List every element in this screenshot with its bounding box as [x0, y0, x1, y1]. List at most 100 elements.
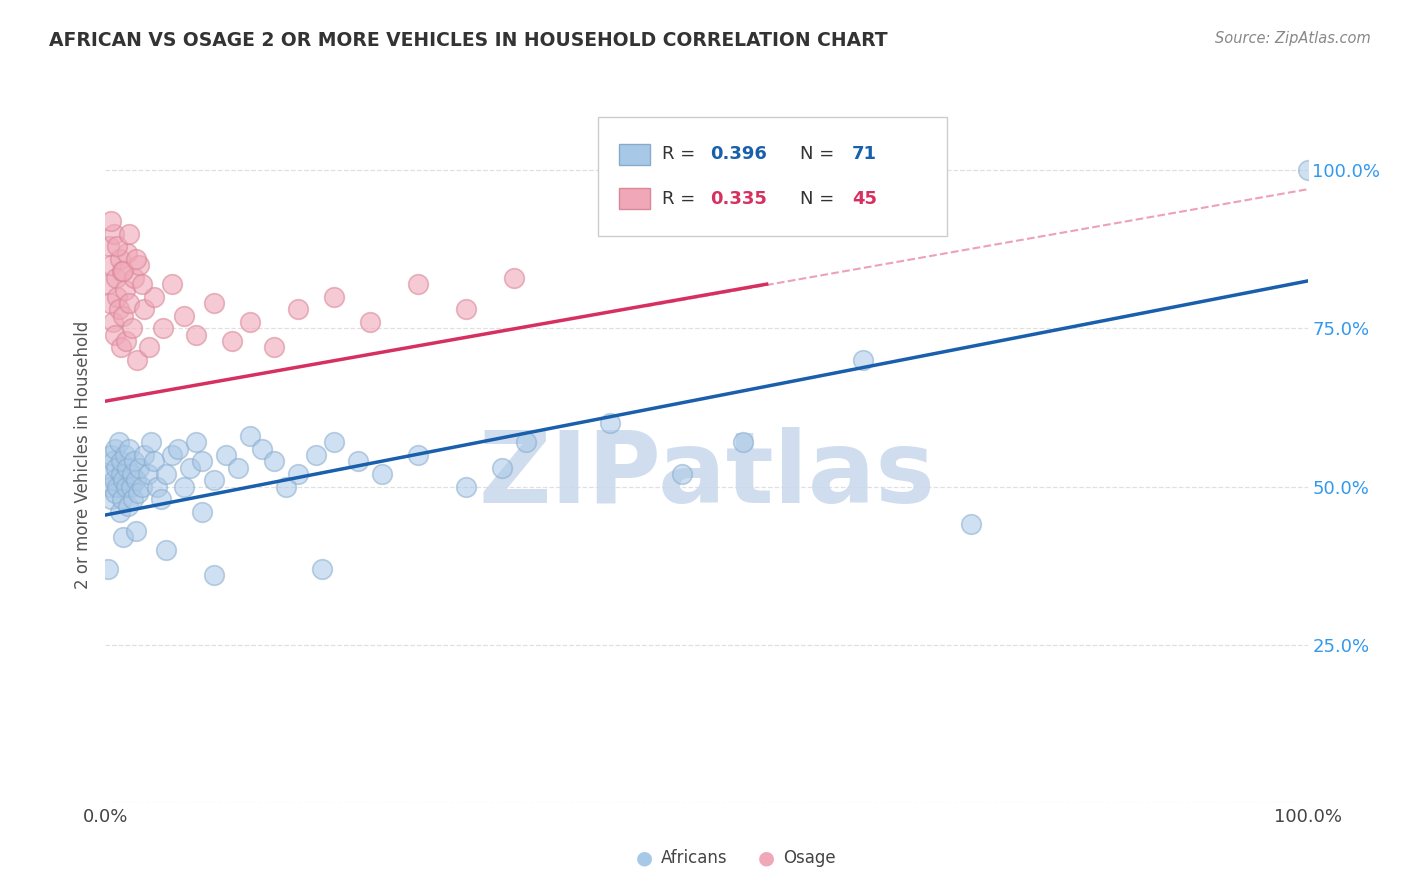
Point [173, 309, 195, 323]
Text: AFRICAN VS OSAGE 2 OR MORE VEHICLES IN HOUSEHOLD CORRELATION CHART: AFRICAN VS OSAGE 2 OR MORE VEHICLES IN H… [49, 31, 887, 50]
Point [190, 505, 212, 519]
Point [202, 473, 225, 487]
Point [202, 296, 225, 310]
Y-axis label: 2 or more Vehicles in Household: 2 or more Vehicles in Household [75, 321, 93, 589]
Point [347, 454, 370, 468]
Point [1296, 163, 1319, 178]
Point [107, 302, 129, 317]
Point [103, 227, 125, 241]
Point [311, 562, 333, 576]
Point [190, 454, 212, 468]
Point [239, 315, 262, 329]
Point [406, 448, 429, 462]
Point [124, 252, 146, 266]
Point [146, 479, 169, 493]
Point [103, 473, 125, 487]
Point [101, 315, 124, 329]
Point [114, 448, 136, 462]
Point [107, 435, 129, 450]
Text: ●: ● [636, 848, 652, 867]
Point [226, 460, 249, 475]
Point [671, 467, 693, 481]
Point [263, 340, 285, 354]
Point [112, 264, 135, 278]
Point [852, 353, 875, 368]
Point [118, 227, 141, 241]
Point [160, 448, 183, 462]
Point [131, 277, 153, 292]
Text: N =: N = [800, 190, 841, 208]
Point [160, 277, 183, 292]
Point [152, 321, 174, 335]
Point [184, 435, 207, 450]
Text: 45: 45 [852, 190, 877, 208]
Point [98, 296, 121, 310]
Point [454, 302, 477, 317]
Point [491, 460, 513, 475]
Point [110, 454, 132, 468]
Text: R =: R = [662, 145, 702, 163]
Point [515, 435, 537, 450]
Point [359, 315, 381, 329]
Point [98, 239, 121, 253]
Point [149, 492, 172, 507]
Point [112, 530, 135, 544]
Point [155, 542, 177, 557]
Point [114, 284, 136, 298]
FancyBboxPatch shape [619, 144, 650, 165]
Point [131, 479, 153, 493]
Point [100, 448, 122, 462]
Point [98, 467, 121, 481]
Point [111, 264, 134, 278]
Point [128, 258, 150, 272]
Text: R =: R = [662, 190, 702, 208]
Point [112, 473, 135, 487]
Point [107, 479, 129, 493]
Point [239, 429, 262, 443]
Point [112, 309, 135, 323]
Point [108, 505, 131, 519]
Point [118, 296, 141, 310]
Point [221, 334, 243, 348]
Point [454, 479, 477, 493]
Point [97, 562, 120, 576]
Point [263, 454, 285, 468]
Point [503, 270, 526, 285]
Point [960, 517, 983, 532]
Point [250, 442, 273, 456]
Point [138, 340, 160, 354]
Point [122, 492, 145, 507]
Point [128, 460, 150, 475]
Point [115, 460, 138, 475]
Point [107, 239, 129, 253]
Point [124, 454, 146, 468]
Point [371, 467, 394, 481]
Point [173, 479, 195, 493]
Point [100, 214, 122, 228]
Point [104, 442, 127, 456]
Point [108, 252, 131, 266]
Point [274, 479, 297, 493]
Point [124, 270, 146, 285]
Point [97, 277, 120, 292]
Point [132, 448, 155, 462]
Point [121, 467, 143, 481]
Point [136, 467, 159, 481]
Point [115, 479, 138, 493]
Point [132, 302, 155, 317]
Point [124, 524, 146, 538]
Point [184, 327, 207, 342]
Point [142, 454, 165, 468]
Point [104, 327, 127, 342]
Point [322, 290, 344, 304]
Point [124, 473, 146, 487]
Text: N =: N = [800, 145, 841, 163]
Point [202, 568, 225, 582]
Point [305, 448, 328, 462]
Point [179, 460, 201, 475]
Point [322, 435, 344, 450]
Point [139, 435, 162, 450]
Point [107, 290, 129, 304]
Text: 0.396: 0.396 [710, 145, 768, 163]
Point [111, 492, 134, 507]
